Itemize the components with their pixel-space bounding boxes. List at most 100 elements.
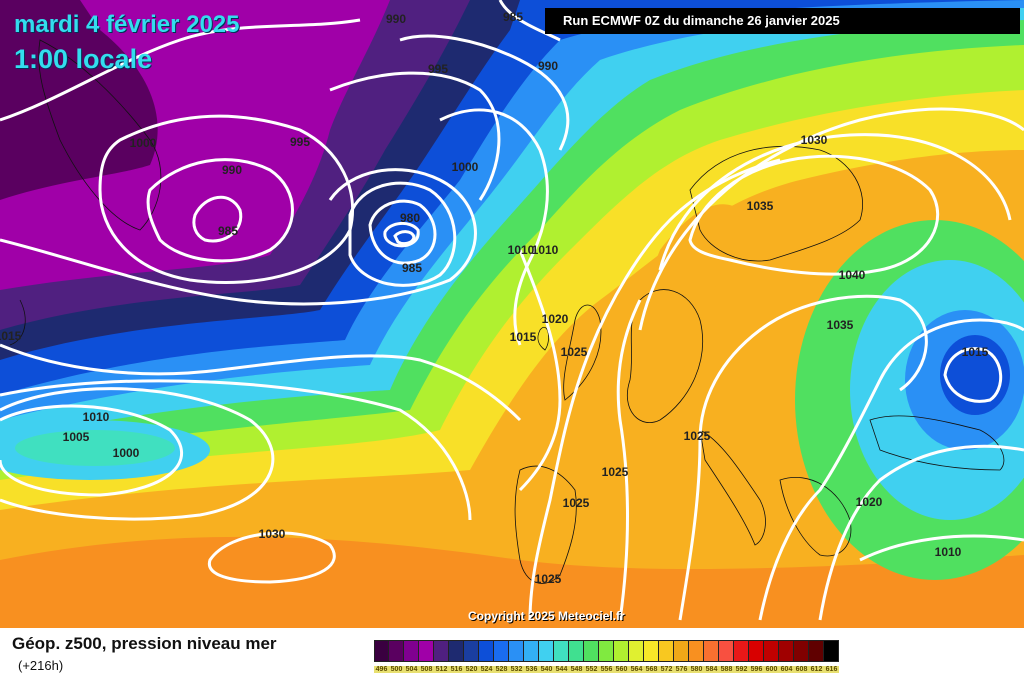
color-scale-tick: 552 xyxy=(584,666,599,673)
isobar-label: 1010 xyxy=(935,545,962,559)
color-scale-tick: 600 xyxy=(764,666,779,673)
color-swatch xyxy=(644,640,659,662)
color-swatch xyxy=(764,640,779,662)
isobar-label: 1025 xyxy=(561,345,588,359)
color-swatch xyxy=(389,640,404,662)
isobar-label: 1010 xyxy=(83,410,110,424)
color-swatch xyxy=(659,640,674,662)
isobar-label: 1015 xyxy=(510,330,537,344)
color-scale-tick: 572 xyxy=(659,666,674,673)
color-scale-tick: 528 xyxy=(494,666,509,673)
isobar-label: 985 xyxy=(402,261,422,275)
color-swatch xyxy=(464,640,479,662)
color-swatch xyxy=(689,640,704,662)
color-scale-tick: 564 xyxy=(629,666,644,673)
color-swatch xyxy=(554,640,569,662)
isobar-label: 1030 xyxy=(801,133,828,147)
legend-title: Géop. z500, pression niveau mer xyxy=(12,634,277,653)
isobar-label: 1000 xyxy=(113,446,140,460)
color-swatch xyxy=(779,640,794,662)
color-swatch xyxy=(584,640,599,662)
color-scale-tick: 512 xyxy=(434,666,449,673)
copyright-text: Copyright 2025 Meteociel.fr xyxy=(468,609,625,623)
isobar-label: 1025 xyxy=(535,572,562,586)
color-swatch xyxy=(374,640,389,662)
color-scale-tick: 560 xyxy=(614,666,629,673)
color-swatch xyxy=(629,640,644,662)
isobar-label: 1010 xyxy=(532,243,559,257)
color-scale-tick: 508 xyxy=(419,666,434,673)
isobar-label: 1025 xyxy=(563,496,590,510)
isobar-label: 1035 xyxy=(827,318,854,332)
color-swatch xyxy=(509,640,524,662)
color-scale-tick: 616 xyxy=(824,666,839,673)
isobar-label: 1025 xyxy=(684,429,711,443)
color-scale-tick: 504 xyxy=(404,666,419,673)
color-swatch xyxy=(449,640,464,662)
color-scale-ticks: 496 500 504 508 512 516 520 524 528 532 536 540 544 5… xyxy=(374,666,839,673)
isobar-label: 1040 xyxy=(839,268,866,282)
color-scale-tick: 576 xyxy=(674,666,689,673)
isobar-label: 1015 xyxy=(962,345,989,359)
color-swatch xyxy=(734,640,749,662)
color-swatch xyxy=(569,640,584,662)
color-scale-tick: 496 xyxy=(374,666,389,673)
color-scale-tick: 556 xyxy=(599,666,614,673)
color-swatch xyxy=(704,640,719,662)
color-swatch xyxy=(674,640,689,662)
color-swatch xyxy=(809,640,824,662)
forecast-map: 985 990 995 990 1000 990 995 985 980 985… xyxy=(0,0,1024,628)
isobar-label: 1025 xyxy=(602,465,629,479)
color-scale-tick: 500 xyxy=(389,666,404,673)
color-swatch xyxy=(524,640,539,662)
forecast-time: 1:00 locale xyxy=(14,44,153,74)
isobar-label: 980 xyxy=(400,211,420,225)
isobar-lines xyxy=(0,0,1024,621)
color-swatch xyxy=(539,640,554,662)
color-scale-tick: 524 xyxy=(479,666,494,673)
isobar-labels: 985 990 995 990 1000 990 995 985 980 985… xyxy=(0,10,989,586)
isobar-label: 1020 xyxy=(542,312,569,326)
isobar-label: 1015 xyxy=(0,329,22,343)
color-swatch xyxy=(824,640,839,662)
color-scale-tick: 520 xyxy=(464,666,479,673)
isobar-label: 985 xyxy=(218,224,238,238)
color-scale-tick: 548 xyxy=(569,666,584,673)
isobar-label: 1000 xyxy=(452,160,479,174)
color-scale-tick: 592 xyxy=(734,666,749,673)
color-swatch xyxy=(614,640,629,662)
isobar-label: 990 xyxy=(538,59,558,73)
color-scale-tick: 516 xyxy=(449,666,464,673)
run-info-banner: Run ECMWF 0Z du dimanche 26 janvier 2025 xyxy=(545,8,1020,34)
z500-field-darkpurple xyxy=(0,0,158,200)
z500-field-atl-teal xyxy=(15,430,175,466)
color-swatch xyxy=(599,640,614,662)
color-scale-tick: 532 xyxy=(509,666,524,673)
isobar-label: 985 xyxy=(503,10,523,24)
color-swatch xyxy=(434,640,449,662)
isobar-label: 1035 xyxy=(747,199,774,213)
isobar-label: 1010 xyxy=(508,243,535,257)
color-swatch xyxy=(404,640,419,662)
legend-footer: Géop. z500, pression niveau mer (+216h) … xyxy=(0,628,1024,683)
color-scale-tick: 584 xyxy=(704,666,719,673)
color-swatch xyxy=(749,640,764,662)
z500-field-ridge xyxy=(600,204,740,428)
isobar-label: 995 xyxy=(290,135,310,149)
isobar-label: 1000 xyxy=(130,136,157,150)
coastlines xyxy=(9,39,1005,584)
isobar-label: 990 xyxy=(386,12,406,26)
color-swatch xyxy=(494,640,509,662)
color-scale-tick: 568 xyxy=(644,666,659,673)
isobar-label: 990 xyxy=(222,163,242,177)
color-scale-tick: 544 xyxy=(554,666,569,673)
isobar-label: 1020 xyxy=(856,495,883,509)
color-scale-tick: 608 xyxy=(794,666,809,673)
map-canvas: 985 990 995 990 1000 990 995 985 980 985… xyxy=(0,0,1024,628)
forecast-date: mardi 4 février 2025 xyxy=(14,11,240,38)
color-scale-tick: 588 xyxy=(719,666,734,673)
color-swatch xyxy=(719,640,734,662)
isobar-label: 1005 xyxy=(63,430,90,444)
color-swatch xyxy=(419,640,434,662)
color-scale-tick: 536 xyxy=(524,666,539,673)
